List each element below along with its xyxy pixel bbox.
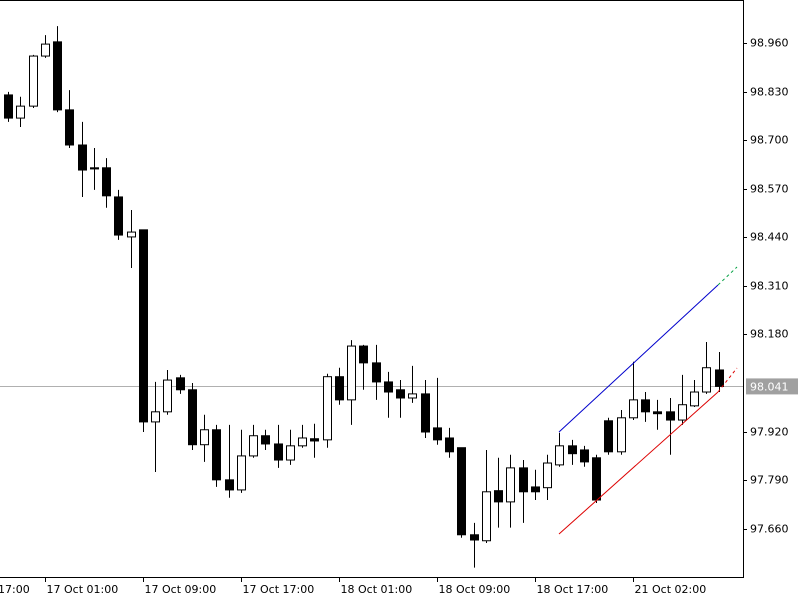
candle-body [715,369,724,387]
candle-body [139,229,148,423]
y-tick-label: 98.960 [750,37,789,50]
candle-body [396,389,405,399]
candle-body [531,486,540,493]
candle-body [114,196,123,236]
candle-body [641,399,650,413]
trend-line-lower [558,391,719,535]
current-price-label: 98.041 [750,380,789,393]
candle-body [421,393,430,433]
x-tick-label: 18 Oct 17:00 [537,583,609,596]
trend-line-upper-extension [717,266,738,286]
candle-body [543,462,552,489]
candle-body [408,393,417,399]
candle-body [384,381,393,393]
candle-body [274,443,283,461]
candle-body [65,109,74,146]
candle-body [359,345,368,364]
candle-body [188,389,197,446]
candle-body [347,345,356,401]
x-tick-label: 17 Oct 01:00 [47,583,119,596]
candle-body [617,417,626,453]
x-tick-label: 17 Oct 09:00 [145,583,217,596]
candle-body [519,467,528,493]
candle-body [298,437,307,447]
y-tick-label: 98.830 [750,86,789,99]
candle-body [102,167,111,197]
candle-body [225,479,234,491]
x-tick-label: 18 Oct 01:00 [341,583,413,596]
candle-body [335,376,344,401]
candle-body [90,167,99,170]
candle-body [653,411,662,415]
candle-body [151,411,160,423]
candle-body [212,429,221,481]
candle-body [78,144,87,171]
y-tick-label: 98.570 [750,183,789,196]
y-tick-label: 98.440 [750,231,789,244]
candle-body [163,379,172,413]
current-price-box [746,378,798,395]
candle-body [555,445,564,466]
candle-body [690,391,699,407]
y-tick-label: 97.660 [750,523,789,536]
candle-body [237,455,246,491]
candle-body [4,94,13,119]
candle-body [372,362,381,383]
candle-body [482,491,491,542]
candle-body [261,435,270,445]
candle-body [310,438,319,442]
candle-body [29,55,38,107]
candle-body [16,105,25,119]
candle-body [200,429,209,446]
candle-body [494,490,503,503]
candle-body [470,534,479,541]
y-tick-label: 98.310 [750,280,789,293]
candle-body [323,376,332,441]
candle-body [678,404,687,421]
candle-body [53,41,62,111]
y-tick-label: 98.700 [750,134,789,147]
plot-area [0,26,743,568]
trend-line-lower-extension [717,367,738,393]
candle-body [580,449,589,463]
candle-body [568,445,577,455]
y-tick-label: 97.790 [750,474,789,487]
x-tick-label: 21 Oct 02:00 [635,583,707,596]
candle-body [457,447,466,536]
candle-body [286,445,295,461]
candle-body [702,367,711,393]
candle-body [445,437,454,453]
candle-body [127,231,136,238]
candle-body [433,427,442,441]
candle-body [629,399,638,419]
trend-line-upper [558,284,719,433]
candle-body [176,377,185,391]
candle-body [506,467,515,503]
x-tick-label-clipped: 17:00 [0,583,30,596]
x-tick-label: 18 Oct 09:00 [439,583,511,596]
y-tick-label: 97.920 [750,426,789,439]
candle-body [249,435,258,457]
candle-body [592,457,601,501]
candle-body [41,43,50,57]
x-tick-label: 17 Oct 17:00 [243,583,315,596]
candle-body [666,411,675,421]
y-tick-label: 98.180 [750,328,789,341]
candle-body [604,420,613,453]
